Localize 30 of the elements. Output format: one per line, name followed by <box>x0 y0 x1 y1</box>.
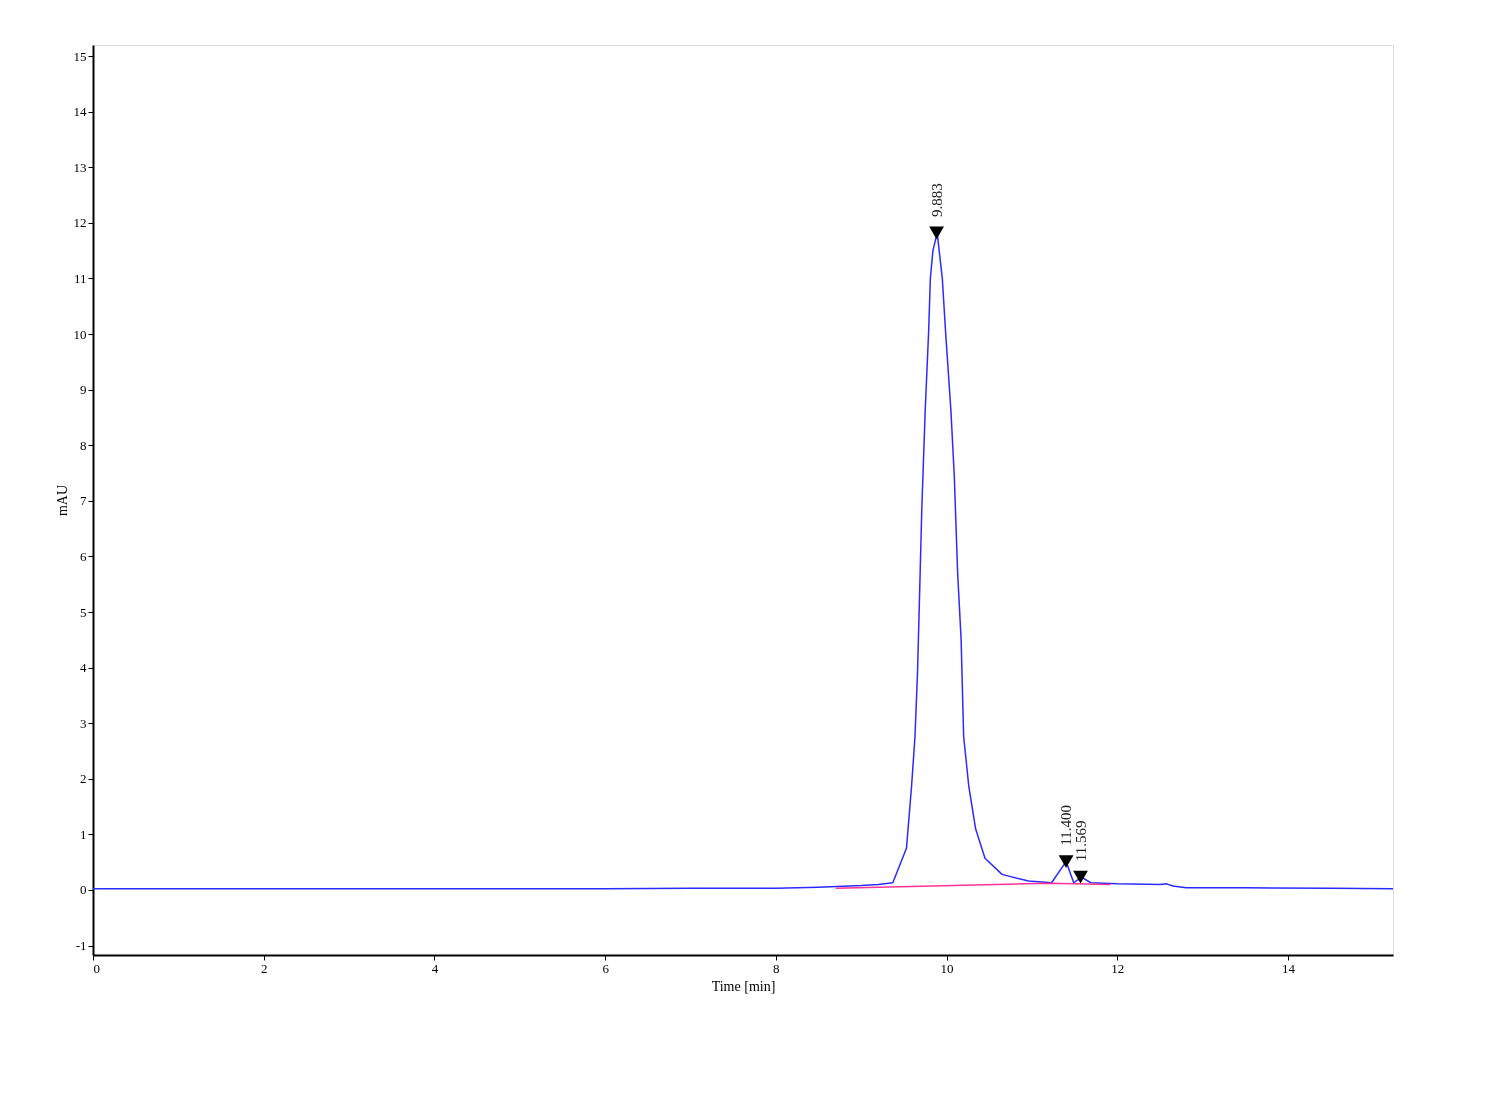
x-tick-label: 6 <box>602 960 610 976</box>
y-tick-label: 8 <box>80 437 87 453</box>
y-tick-label: 1 <box>80 826 87 842</box>
y-tick-label: 14 <box>73 104 87 120</box>
y-tick-label: 9 <box>80 382 87 398</box>
y-tick-label: 6 <box>80 548 87 564</box>
x-tick-label: 8 <box>773 960 780 976</box>
y-tick-label: 2 <box>80 771 87 787</box>
annotation: 11.569 <box>1072 820 1089 862</box>
y-tick-label: 11 <box>73 270 87 286</box>
x-tick-label: 2 <box>260 960 268 976</box>
x-tick-label: 0 <box>93 960 100 976</box>
y-tick-label: 13 <box>73 159 87 175</box>
y-tick-label: 0 <box>80 882 87 898</box>
y-tick-label: 12 <box>73 215 87 231</box>
y-tick-label: 5 <box>80 604 87 620</box>
x-tick-label: 14 <box>1282 960 1296 976</box>
x-tick-label: 4 <box>431 960 439 976</box>
annotation: 11.400 <box>1058 804 1075 846</box>
y-tick-label: 10 <box>73 326 87 342</box>
x-axis-title: Time [min] <box>711 978 776 994</box>
annotation: 9.883 <box>928 183 945 217</box>
y-tick-label: -1 <box>75 938 87 954</box>
y-tick-label: 3 <box>80 715 87 731</box>
x-tick-label: 10 <box>940 960 954 976</box>
y-tick-label: 7 <box>80 493 87 509</box>
y-axis-title: mAU <box>54 484 70 517</box>
y-tick-label: 4 <box>80 660 87 676</box>
y-tick-label: 15 <box>73 48 87 64</box>
x-tick-label: 12 <box>1111 960 1125 976</box>
